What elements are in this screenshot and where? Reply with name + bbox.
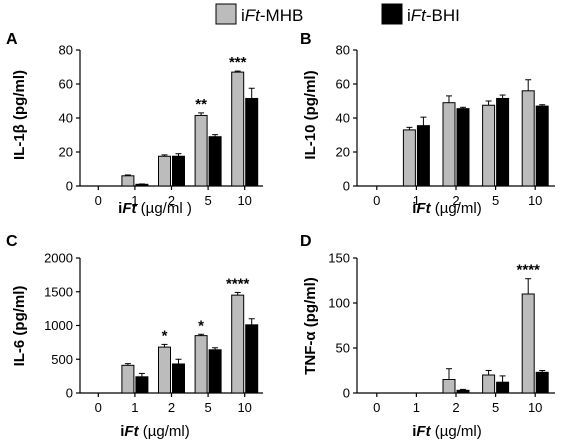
bar-c-bhi [245, 324, 259, 394]
bar-a-bhi [245, 97, 259, 187]
x-axis-title-b: iFt (µg/ml) [412, 200, 481, 217]
legend: iFt-MHB iFt-BHI [215, 3, 460, 25]
x-tick-label-a: 5 [204, 193, 211, 208]
legend-swatch-mhb [215, 3, 237, 25]
bar-a-mhb [158, 155, 171, 187]
panel-letter-b: B [300, 31, 312, 48]
x-tick-label-d: 1 [413, 400, 420, 415]
bar-a-mhb [231, 71, 245, 187]
significance-label-d: **** [517, 262, 541, 279]
bar-a-bhi [172, 155, 185, 187]
x-tick-label-c: 10 [237, 400, 251, 415]
bar-a-bhi [135, 183, 149, 187]
significance-label-a: ** [195, 96, 207, 113]
y-axis-title-b: IL-10 (pg/ml) [302, 70, 319, 159]
panel-letter-a: A [6, 31, 18, 48]
y-axis-title-a: IL-1β (pg/ml) [11, 70, 28, 160]
x-tick-label-a: 10 [237, 193, 251, 208]
y-tick-label-b: 40 [336, 111, 350, 126]
significance-label-c: * [162, 327, 168, 344]
legend-label-bhi: iFt-BHI [407, 6, 460, 25]
x-tick-label-b: 2 [452, 193, 459, 208]
x-axis-title-d: iFt (µg/ml) [412, 423, 481, 440]
bar-d-bhi [496, 381, 510, 394]
y-tick-label-b: 0 [343, 179, 350, 194]
bar-a-mhb [194, 114, 208, 187]
bar-c-bhi [208, 349, 222, 394]
panel-b: B IL-10 (pg/ml) iFt (µg/ml) 0 20 40 60 80 0 1 2… [300, 31, 555, 217]
legend-swatch-bhi [381, 3, 403, 25]
bar-c-mhb [158, 346, 171, 394]
y-tick-label-d: 50 [336, 341, 350, 356]
y-tick-label-b: 80 [336, 43, 350, 58]
bar-b-bhi [535, 105, 549, 187]
bar-b-mhb [402, 129, 416, 187]
bar-c-mhb [121, 364, 135, 394]
y-tick-label-b: 20 [336, 145, 350, 160]
x-tick-label-a: 1 [131, 193, 138, 208]
panel-letter-c: C [6, 233, 18, 250]
y-tick-label-c: 0 [66, 386, 73, 401]
bar-c-mhb [194, 335, 208, 394]
y-tick-label-c: 1000 [44, 318, 73, 333]
bar-d-bhi [535, 371, 549, 394]
x-tick-label-c: 5 [204, 400, 211, 415]
x-tick-label-a: 2 [168, 193, 175, 208]
x-tick-label-b: 5 [492, 193, 499, 208]
bar-b-bhi [456, 108, 470, 187]
y-tick-label-a: 60 [59, 77, 73, 92]
panel-a: A IL-1β (pg/ml) iFt (µg/ml ) 0 20 40 60 80 0 1… [6, 31, 263, 217]
x-tick-label-b: 10 [528, 193, 542, 208]
x-axis-title-c: iFt (µg/ml) [120, 423, 189, 440]
bar-a-mhb [121, 175, 135, 187]
x-tick-label-c: 1 [131, 400, 138, 415]
y-tick-label-a: 80 [59, 43, 73, 58]
x-tick-label-a: 0 [95, 193, 102, 208]
significance-label-c: * [198, 317, 204, 334]
bar-b-bhi [416, 125, 430, 187]
x-tick-label-d: 2 [452, 400, 459, 415]
bar-d-mhb [521, 293, 535, 394]
x-tick-label-d: 5 [492, 400, 499, 415]
bar-d-mhb [482, 374, 496, 394]
legend-label-mhb: iFt-MHB [241, 6, 303, 25]
panel-letter-d: D [300, 233, 312, 250]
bar-c-mhb [231, 294, 245, 394]
y-tick-label-b: 60 [336, 77, 350, 92]
bar-b-mhb [482, 104, 496, 187]
x-tick-label-b: 0 [373, 193, 380, 208]
x-axis-title-a: iFt (µg/ml ) [118, 200, 192, 217]
significance-label-a: *** [229, 54, 247, 71]
y-axis-title-d: TNF-α (pg/ml) [302, 277, 319, 375]
bar-d-mhb [442, 379, 456, 394]
panel-c: C IL-6 (pg/ml) iFt (µg/ml) 0 500 1000 1500 2… [6, 233, 263, 440]
bar-d-bhi [456, 389, 470, 394]
x-tick-label-b: 1 [413, 193, 420, 208]
y-tick-label-a: 40 [59, 111, 73, 126]
bar-a-bhi [208, 136, 222, 187]
bar-b-mhb [442, 102, 456, 187]
bar-b-bhi [496, 97, 510, 187]
y-tick-label-c: 1500 [44, 284, 73, 299]
bar-c-bhi [172, 363, 185, 394]
x-tick-label-c: 0 [95, 400, 102, 415]
y-tick-label-c: 500 [51, 352, 73, 367]
x-tick-label-c: 2 [168, 400, 175, 415]
panel-d: D TNF-α (pg/ml) iFt (µg/ml) 0 50 100 150 0 1 2… [300, 233, 555, 440]
y-tick-label-a: 20 [59, 145, 73, 160]
x-tick-label-d: 0 [373, 400, 380, 415]
y-tick-label-d: 150 [328, 251, 350, 266]
y-tick-label-d: 0 [343, 386, 350, 401]
y-tick-label-d: 100 [328, 296, 350, 311]
bar-c-bhi [135, 376, 149, 394]
y-tick-label-a: 0 [66, 179, 73, 194]
y-axis-title-c: IL-6 (pg/ml) [11, 286, 28, 367]
x-tick-label-d: 10 [528, 400, 542, 415]
bar-b-mhb [521, 90, 535, 187]
significance-label-c: **** [226, 275, 250, 292]
y-tick-label-c: 2000 [44, 251, 73, 266]
